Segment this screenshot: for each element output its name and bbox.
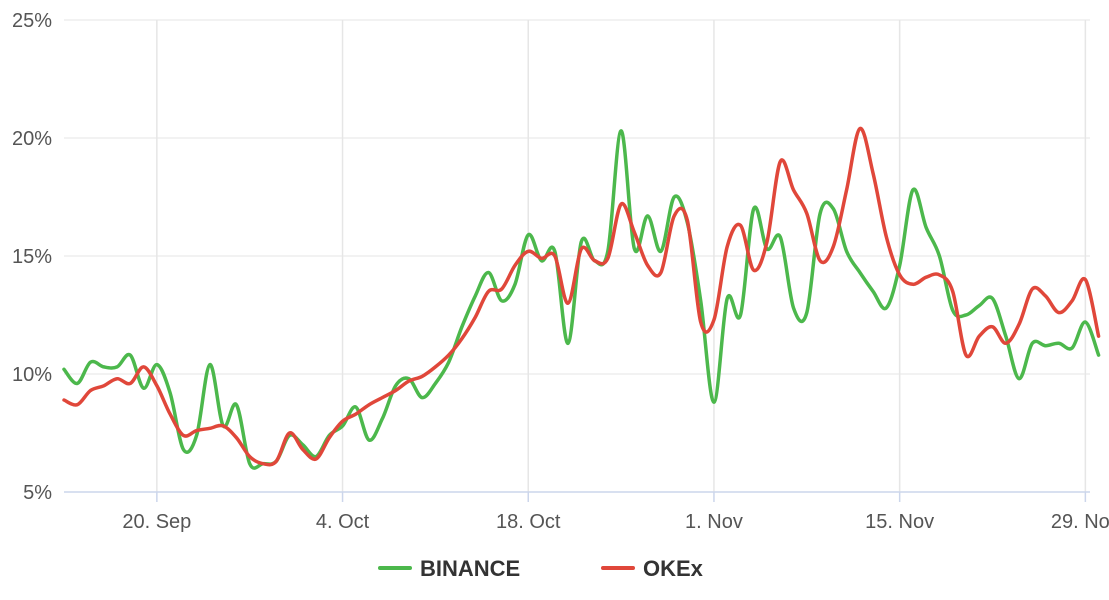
axes	[64, 491, 1090, 502]
x-tick-label: 18. Oct	[496, 511, 561, 533]
series-lines	[62, 126, 1101, 470]
grid	[64, 19, 1090, 493]
legend-item-binance[interactable]: BINANCE	[378, 556, 520, 581]
y-tick-label: 25%	[12, 10, 52, 32]
x-tick-label: 20. Sep	[122, 511, 191, 533]
x-tick-label: 29. Nov	[1051, 511, 1109, 533]
legend[interactable]: BINANCE OKEx	[378, 556, 704, 581]
legend-label-okex: OKEx	[643, 556, 704, 581]
y-tick-label: 5%	[23, 482, 52, 504]
tick-labels: 5% 10% 15% 20% 25% 20. Sep 4. Oct 18. Oct 1. Nov…	[12, 10, 1109, 533]
y-tick-label: 15%	[12, 246, 52, 268]
x-tick-label: 15. Nov	[865, 511, 934, 533]
x-tick-label: 1. Nov	[685, 511, 743, 533]
series-line-okex	[62, 126, 1101, 467]
legend-label-binance: BINANCE	[420, 556, 520, 581]
x-tick-label: 4. Oct	[316, 511, 370, 533]
legend-item-okex[interactable]: OKEx	[601, 556, 704, 581]
y-tick-label: 10%	[12, 364, 52, 386]
series-line-binance	[62, 129, 1101, 470]
y-tick-label: 20%	[12, 128, 52, 150]
